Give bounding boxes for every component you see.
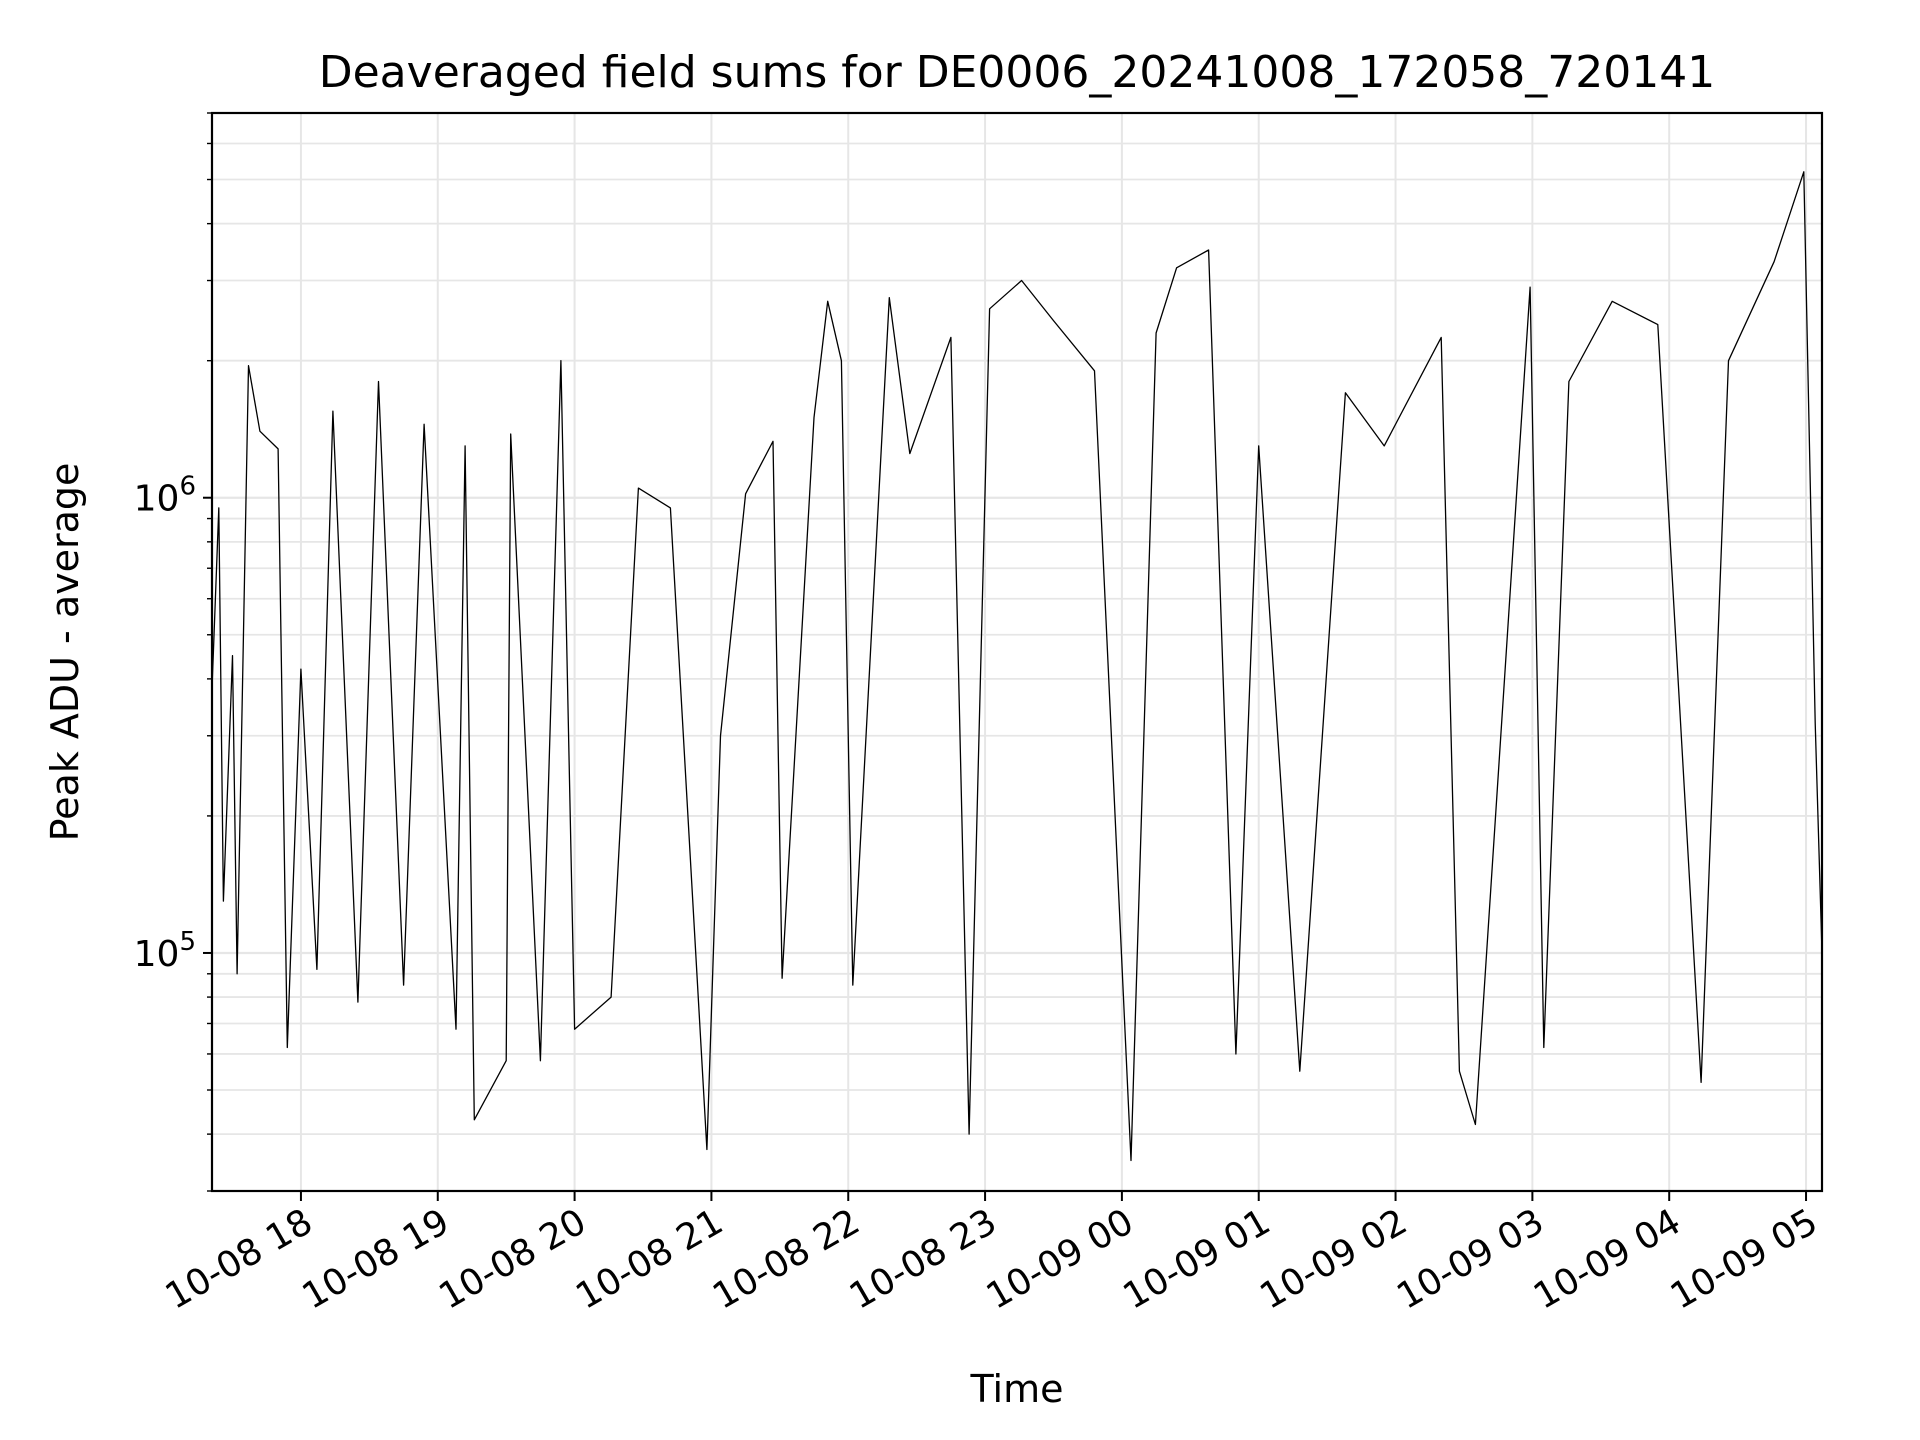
x-axis-label: Time — [970, 1367, 1064, 1411]
y-tick-label: 106 — [134, 472, 196, 520]
y-axis-label: Peak ADU - average — [43, 463, 87, 842]
x-tick-label: 10-08 20 — [432, 1201, 593, 1317]
y-axis: 105 106 — [134, 112, 212, 1192]
x-tick-label: 10-08 22 — [706, 1201, 867, 1317]
x-tick-label: 10-08 23 — [843, 1201, 1004, 1317]
x-tick-label: 10-09 01 — [1117, 1201, 1278, 1317]
plot-frame — [210, 111, 1824, 1193]
x-tick-label: 10-08 18 — [159, 1201, 320, 1317]
grid — [212, 112, 1822, 1192]
x-tick-label: 10-08 21 — [569, 1201, 730, 1317]
x-tick-label: 10-09 04 — [1527, 1201, 1688, 1317]
x-tick-label: 10-09 03 — [1390, 1201, 1551, 1317]
x-tick-label: 10-09 05 — [1664, 1201, 1825, 1317]
x-tick-label: 10-08 19 — [296, 1201, 457, 1317]
y-tick-label: 105 — [134, 927, 196, 975]
x-tick-label: 10-09 02 — [1253, 1201, 1414, 1317]
data-line — [211, 171, 1823, 1162]
data-line-series — [211, 171, 1823, 1162]
chart-title: Deaveraged field sums for DE0006_2024100… — [319, 47, 1716, 98]
x-tick-label: 10-09 00 — [980, 1201, 1141, 1317]
